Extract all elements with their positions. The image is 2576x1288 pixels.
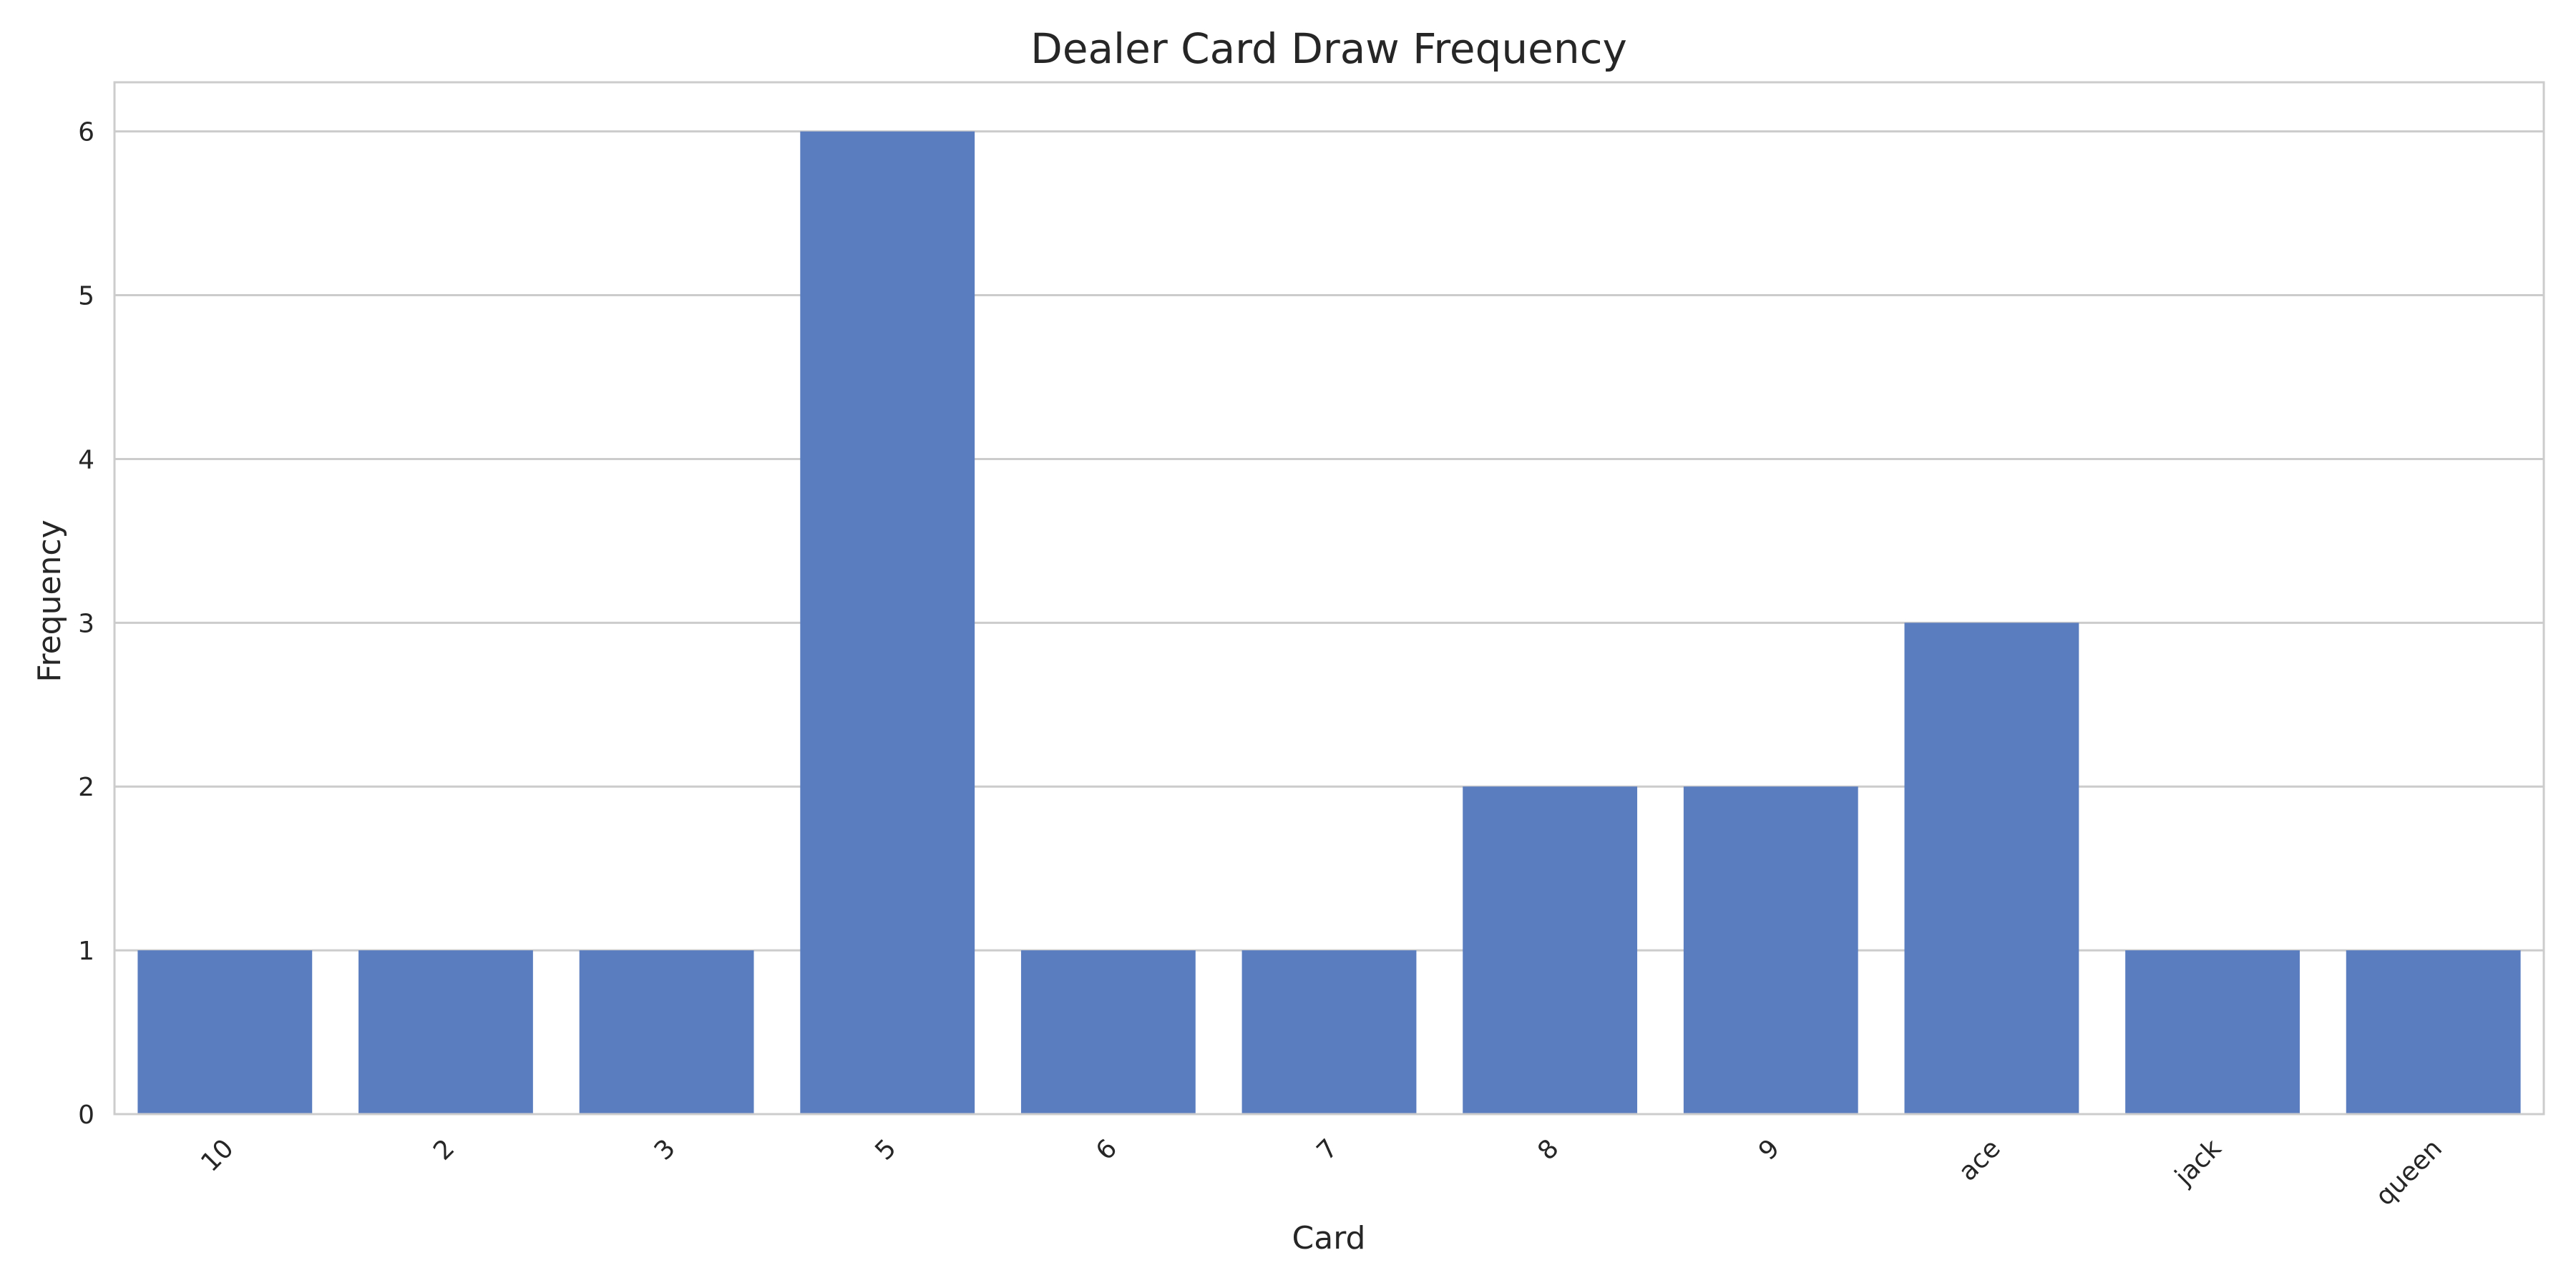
- x-tick-label: 7: [1312, 1133, 1344, 1166]
- bar-6: [1020, 950, 1196, 1114]
- x-tick-label: queen: [2370, 1133, 2448, 1211]
- bar-queen: [2346, 950, 2521, 1114]
- bar-10: [137, 950, 313, 1114]
- x-tick-label: 5: [869, 1133, 902, 1166]
- x-tick-label: 10: [195, 1133, 239, 1177]
- x-tick-label: 9: [1753, 1133, 1785, 1166]
- y-tick-label: 4: [78, 445, 94, 474]
- chart-title: Dealer Card Draw Frequency: [1030, 24, 1627, 73]
- y-tick-label: 2: [78, 773, 94, 802]
- x-tick-label: 8: [1532, 1133, 1564, 1166]
- bar-5: [800, 131, 975, 1115]
- y-tick-label: 0: [78, 1101, 94, 1130]
- y-axis-label: Frequency: [31, 519, 68, 682]
- x-tick-label: 6: [1091, 1133, 1123, 1166]
- x-tick-label: 2: [428, 1133, 460, 1166]
- bar-8: [1463, 786, 1638, 1114]
- bar-ace: [1904, 623, 2079, 1114]
- y-tick-label: 1: [78, 937, 94, 966]
- x-tick-label: jack: [2169, 1133, 2227, 1191]
- bar-layer: [137, 131, 2521, 1115]
- x-tick-label: ace: [1953, 1133, 2006, 1186]
- y-tick-label: 6: [78, 118, 94, 147]
- x-tick-labels: 10 2 3 5 6 7 8 9 ace jack queen: [195, 1133, 2448, 1211]
- x-tick-label: 3: [649, 1133, 681, 1166]
- bar-3: [579, 950, 754, 1114]
- x-axis-label: Card: [1292, 1220, 1366, 1257]
- bar-7: [1241, 950, 1417, 1114]
- plot-frame: [113, 81, 2545, 1116]
- bar-jack: [2125, 950, 2300, 1114]
- bar-9: [1683, 786, 1858, 1114]
- y-tick-label: 3: [78, 609, 94, 638]
- y-tick-labels: 0 1 2 3 4 5 6: [78, 118, 94, 1130]
- bar-2: [358, 950, 533, 1114]
- y-tick-label: 5: [78, 282, 94, 311]
